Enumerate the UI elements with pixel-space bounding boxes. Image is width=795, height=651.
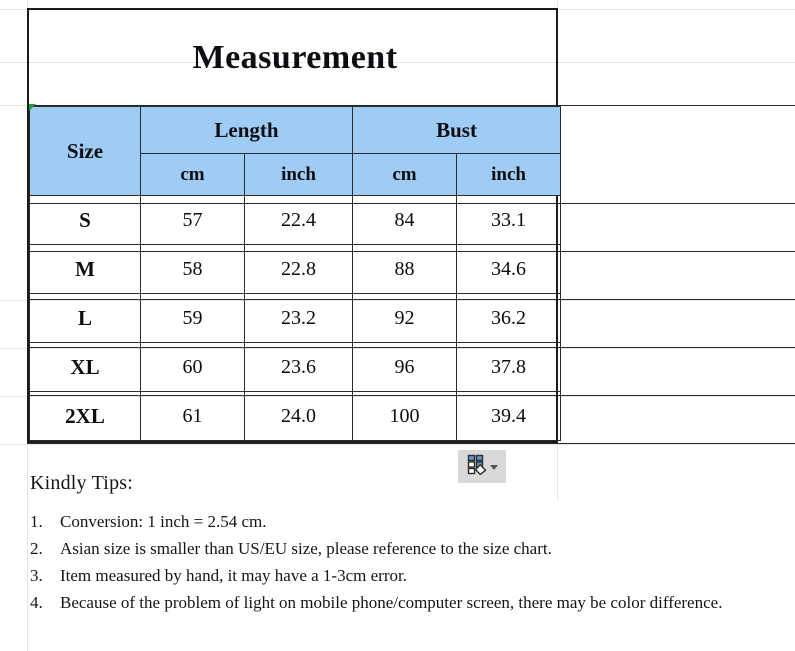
column-group-header-length: Length bbox=[140, 105, 353, 155]
paste-options-button[interactable] bbox=[458, 450, 506, 483]
cell-length-inch: 23.6 bbox=[244, 342, 353, 392]
list-item-number: 4. bbox=[30, 593, 43, 612]
cell-size: M bbox=[29, 244, 141, 294]
table-header-unit-row: cm inch cm inch bbox=[30, 153, 562, 196]
column-header-bust-cm: cm bbox=[352, 153, 457, 196]
list-item: 2. Asian size is smaller than US/EU size… bbox=[30, 536, 770, 561]
column-header-size: Size bbox=[29, 106, 141, 196]
cell-length-cm: 57 bbox=[140, 195, 245, 245]
chevron-down-icon[interactable] bbox=[489, 465, 498, 470]
cell-bust-inch: 34.6 bbox=[455, 244, 562, 294]
table-title-row: Measurement bbox=[29, 10, 561, 107]
list-item-text: Item measured by hand, it may have a 1-3… bbox=[60, 566, 407, 585]
cell-bust-inch: 39.4 bbox=[455, 391, 562, 441]
column-header-length-cm: cm bbox=[140, 153, 245, 196]
cell-length-inch: 23.2 bbox=[244, 293, 353, 343]
cell-bust-cm: 92 bbox=[352, 293, 457, 343]
column-group-header-bust: Bust bbox=[351, 105, 562, 155]
list-item: 4. Because of the problem of light on mo… bbox=[30, 590, 770, 615]
cell-bust-cm: 100 bbox=[352, 391, 457, 441]
tips-list: 1. Conversion: 1 inch = 2.54 cm. 2. Asia… bbox=[30, 509, 770, 615]
list-item-text: Because of the problem of light on mobil… bbox=[60, 593, 723, 612]
cell-bust-cm: 88 bbox=[352, 244, 457, 294]
row-rule bbox=[27, 443, 795, 444]
cell-size: XL bbox=[29, 342, 141, 392]
cell-bust-inch: 36.2 bbox=[455, 293, 562, 343]
list-item: 1. Conversion: 1 inch = 2.54 cm. bbox=[30, 509, 770, 534]
cell-bust-inch: 37.8 bbox=[455, 342, 562, 392]
cell-size: L bbox=[29, 293, 141, 343]
measurement-table: Measurement Size Length Bust cm inch cm … bbox=[27, 8, 562, 443]
table-header-group-row: Size Length Bust bbox=[29, 105, 562, 196]
cell-length-inch: 22.8 bbox=[244, 244, 353, 294]
table-row: 2XL 61 24.0 100 39.4 bbox=[29, 391, 562, 441]
table-row: M 58 22.8 88 34.6 bbox=[29, 244, 562, 294]
cell-bust-inch: 33.1 bbox=[455, 195, 562, 245]
table-row: L 59 23.2 92 36.2 bbox=[29, 293, 562, 343]
page-title: Measurement bbox=[29, 10, 561, 107]
error-indicator-icon bbox=[29, 104, 36, 111]
tips-section: Kindly Tips: 1. Conversion: 1 inch = 2.5… bbox=[30, 472, 770, 617]
list-item: 3. Item measured by hand, it may have a … bbox=[30, 563, 770, 588]
list-item-number: 2. bbox=[30, 539, 43, 558]
cell-length-cm: 61 bbox=[140, 391, 245, 441]
tips-title: Kindly Tips: bbox=[30, 472, 134, 494]
cell-size: 2XL bbox=[29, 391, 141, 441]
cell-length-cm: 59 bbox=[140, 293, 245, 343]
cell-length-inch: 24.0 bbox=[244, 391, 353, 441]
list-item-text: Asian size is smaller than US/EU size, p… bbox=[60, 539, 552, 558]
cell-bust-cm: 96 bbox=[352, 342, 457, 392]
column-header-bust-inch: inch bbox=[455, 153, 562, 196]
list-item-number: 1. bbox=[30, 512, 43, 531]
cell-length-cm: 58 bbox=[140, 244, 245, 294]
cell-length-inch: 22.4 bbox=[244, 195, 353, 245]
table-row: S 57 22.4 84 33.1 bbox=[29, 195, 562, 245]
paste-options-icon bbox=[467, 454, 487, 480]
table-row: XL 60 23.6 96 37.8 bbox=[29, 342, 562, 392]
cell-bust-cm: 84 bbox=[352, 195, 457, 245]
cell-length-cm: 60 bbox=[140, 342, 245, 392]
list-item-number: 3. bbox=[30, 566, 43, 585]
cell-size: S bbox=[29, 195, 141, 245]
column-header-length-inch: inch bbox=[244, 153, 353, 196]
list-item-text: Conversion: 1 inch = 2.54 cm. bbox=[60, 512, 267, 531]
